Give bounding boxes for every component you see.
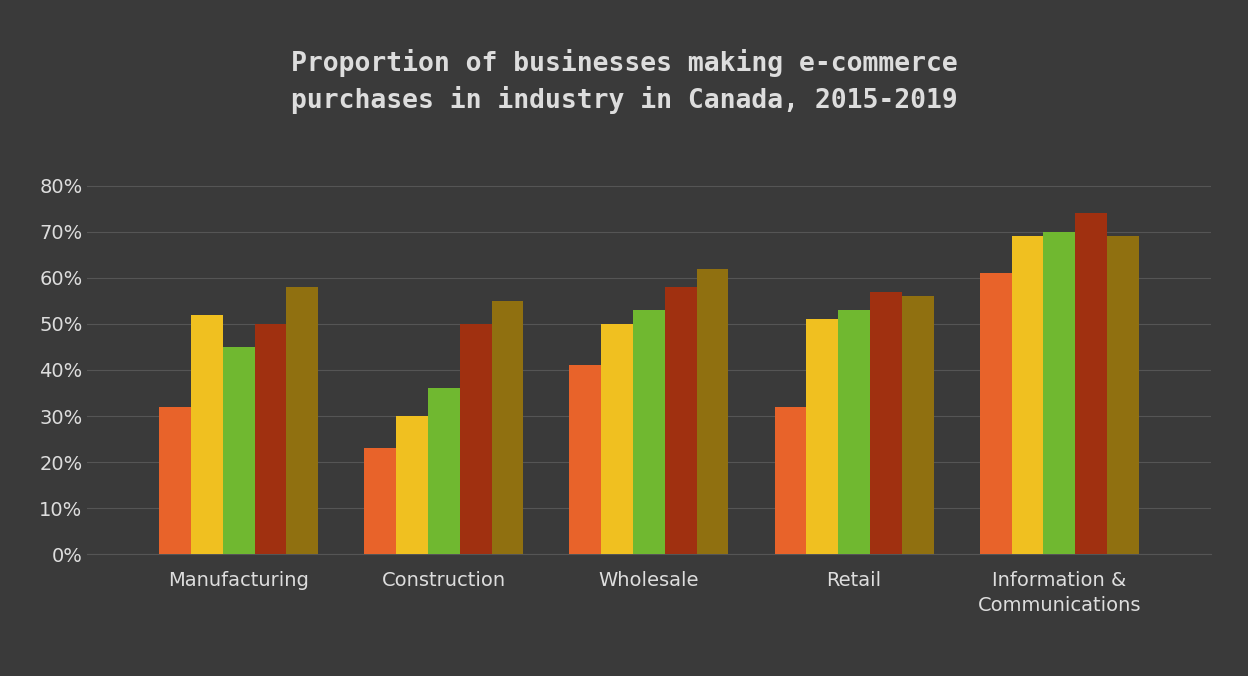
- Bar: [459, 324, 492, 554]
- Bar: [665, 287, 696, 554]
- Bar: [255, 324, 286, 554]
- Bar: [1076, 213, 1107, 554]
- Bar: [160, 407, 191, 554]
- Bar: [1107, 237, 1138, 554]
- Bar: [806, 319, 839, 554]
- Bar: [1012, 237, 1043, 554]
- Text: Proportion of businesses making e-commerce
purchases in industry in Canada, 2015: Proportion of businesses making e-commer…: [291, 49, 957, 114]
- Bar: [428, 389, 459, 554]
- Bar: [775, 407, 806, 554]
- Bar: [396, 416, 428, 554]
- Bar: [569, 365, 602, 554]
- Bar: [633, 310, 665, 554]
- Bar: [696, 268, 729, 554]
- Bar: [839, 310, 870, 554]
- Bar: [1043, 232, 1076, 554]
- Bar: [980, 273, 1012, 554]
- Bar: [191, 314, 222, 554]
- Bar: [870, 291, 902, 554]
- Bar: [222, 347, 255, 554]
- Bar: [364, 448, 396, 554]
- Bar: [602, 324, 633, 554]
- Bar: [286, 287, 318, 554]
- Bar: [902, 296, 934, 554]
- Bar: [492, 301, 523, 554]
